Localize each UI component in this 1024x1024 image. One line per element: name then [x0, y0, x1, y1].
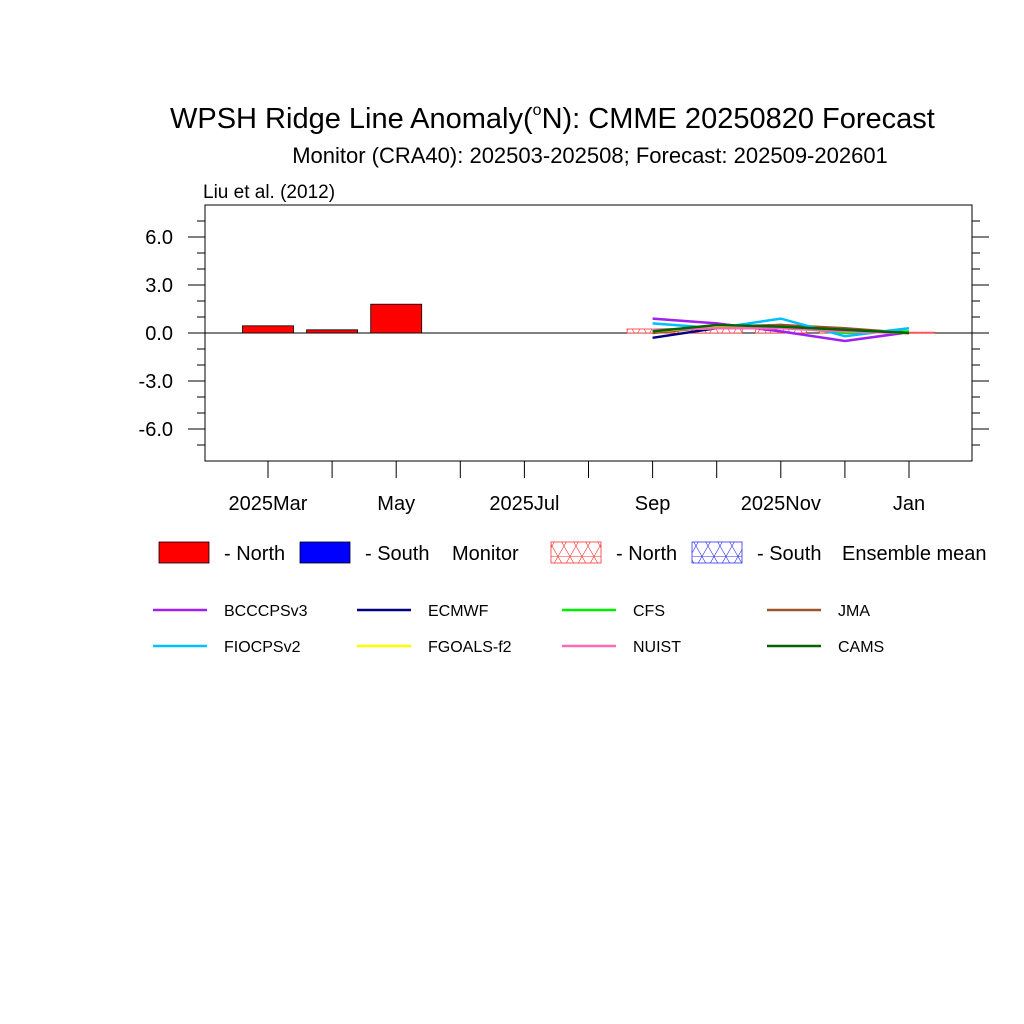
- y-tick-label: 6.0: [145, 227, 173, 249]
- legend-label-cfs: CFS: [633, 603, 665, 620]
- x-axis: 2025Mar May 2025Jul Sep 2025Nov Jan: [229, 461, 925, 515]
- x-tick-label: Jan: [893, 493, 925, 515]
- x-tick-label: 2025Nov: [741, 493, 821, 515]
- legend-label-fiocpsv2: FIOCPSv2: [224, 639, 301, 656]
- legend-monitor-south-label: - South: [365, 543, 429, 565]
- title-rest: N): CMME 20250820 Forecast: [542, 103, 935, 135]
- y-tick-label: -3.0: [139, 371, 173, 393]
- chart-subtitle: Monitor (CRA40): 202503-202508; Forecast…: [292, 143, 888, 168]
- title-degree: o: [533, 102, 542, 119]
- monitor-bars: [242, 303, 423, 334]
- legend-ensemble-south-swatch: [691, 541, 743, 564]
- x-tick-label: 2025Jul: [489, 493, 559, 515]
- x-tick-label: 2025Mar: [229, 493, 308, 515]
- bar-legend: - North - South Monitor - North - South …: [158, 541, 987, 565]
- title-main: WPSH Ridge Line Anomaly(: [170, 103, 533, 135]
- citation: Liu et al. (2012): [203, 182, 335, 203]
- series-line-cams: [652, 323, 910, 335]
- legend-label-fgoals-f2: FGOALS-f2: [428, 639, 512, 656]
- y-tick-label: 0.0: [145, 323, 173, 345]
- legend-monitor-label: Monitor: [452, 543, 519, 565]
- x-tick-label: May: [377, 493, 415, 515]
- legend-monitor-south-swatch: [299, 541, 351, 564]
- monitor-bar-2025May: [370, 303, 423, 334]
- legend-label-jma: JMA: [838, 603, 870, 620]
- legend-monitor-north-swatch: [158, 541, 210, 564]
- legend-label-cams: CAMS: [838, 639, 884, 656]
- legend-monitor-north-label: - North: [224, 543, 285, 565]
- legend-label-bcccpsv3: BCCCPSv3: [224, 603, 308, 620]
- legend-ensemble-north-label: - North: [616, 543, 677, 565]
- y-tick-label: 3.0: [145, 275, 173, 297]
- series-legend: BCCCPSv3 ECMWF CFS JMA FIOCPSv2 FGOALS-f2 NUIS…: [153, 603, 884, 656]
- series-line-bcccpsv3: [652, 317, 910, 343]
- legend-ensemble-north-swatch: [550, 541, 602, 564]
- legend-ensemble-south-label: - South: [757, 543, 821, 565]
- x-tick-label: Sep: [635, 493, 671, 515]
- legend-ensemble-label: Ensemble mean: [842, 543, 987, 565]
- y-axis: -6.0 -3.0 0.0 3.0 6.0: [139, 220, 989, 446]
- chart-title: WPSH Ridge Line Anomaly(oN): CMME 202508…: [170, 102, 935, 135]
- monitor-bar-2025Apr: [306, 329, 359, 334]
- monitor-bar-2025Mar: [242, 325, 294, 334]
- legend-label-nuist: NUIST: [633, 639, 681, 656]
- series-lines: [652, 317, 910, 343]
- legend-label-ecmwf: ECMWF: [428, 603, 489, 620]
- y-tick-label: -6.0: [139, 419, 173, 441]
